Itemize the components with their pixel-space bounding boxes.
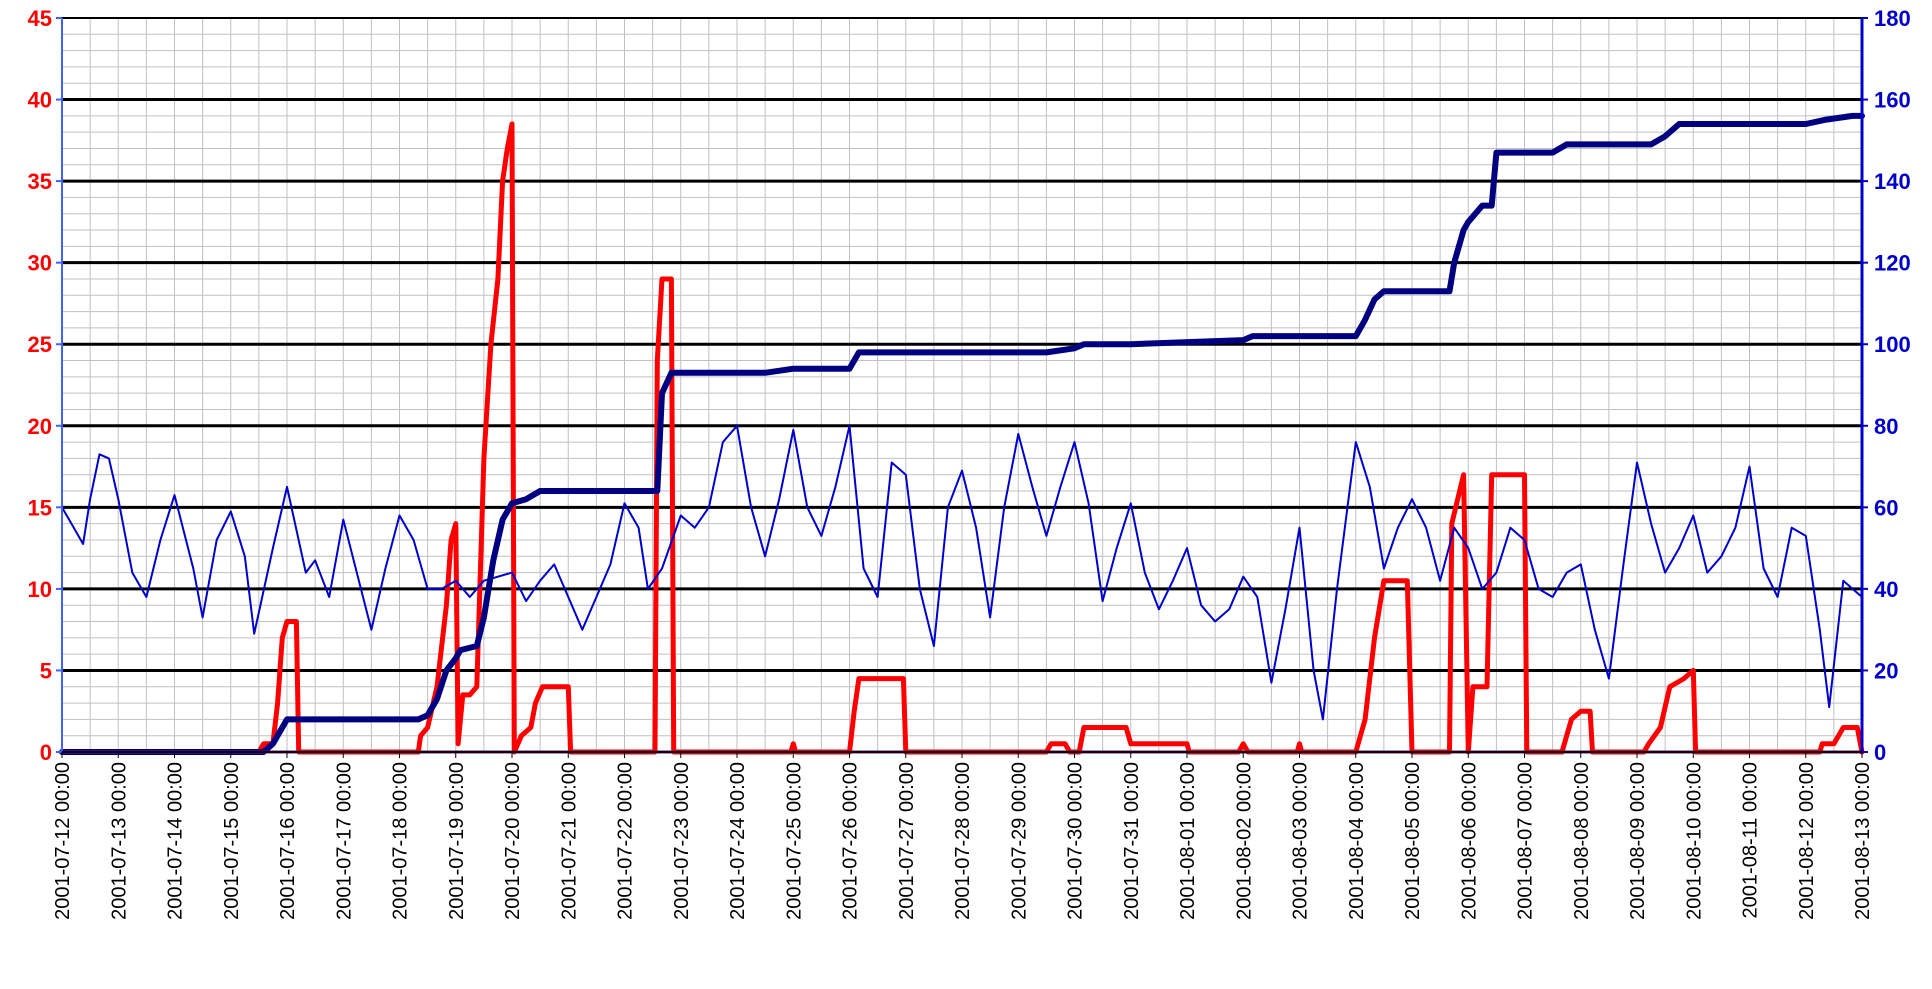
left-axis-tick-label: 40 [28,88,52,113]
x-axis-tick-label: 2001-08-12 00:00 [1796,762,1818,920]
x-axis-tick-label: 2001-07-17 00:00 [333,762,355,920]
x-axis-tick-label: 2001-08-10 00:00 [1683,762,1705,920]
x-axis-tick-label: 2001-07-19 00:00 [446,762,468,920]
left-axis-tick-label: 25 [28,332,52,357]
x-axis-tick-label: 2001-07-13 00:00 [108,762,130,920]
right-axis-tick-labels: 0 20 40 60 80 100 120 140 160 180 [1862,6,1911,765]
right-axis-tick-label: 40 [1874,577,1898,602]
x-axis-tick-label: 2001-08-08 00:00 [1571,762,1593,920]
x-axis-tick-label: 2001-08-11 00:00 [1740,762,1762,918]
series-line-2 [61,424,1863,721]
right-axis-tick-label: 120 [1874,251,1911,276]
series-line-3 [59,112,1865,755]
x-axis-tick-label: 2001-07-31 00:00 [1121,762,1143,920]
right-axis-tick-label: 140 [1874,169,1911,194]
right-axis-tick-label: 100 [1874,332,1911,357]
left-axis-tick-label: 35 [28,169,52,194]
left-axis-tick-label: 15 [28,495,52,520]
right-axis-tick-label: 60 [1874,495,1898,520]
left-axis-tick-label: 30 [28,251,52,276]
x-axis-tick-label: 2001-07-21 00:00 [558,762,580,920]
left-axis-tick-label: 0 [40,740,52,765]
left-axis-tick-label: 20 [28,414,52,439]
major-gridlines [62,98,1862,672]
x-axis-tick-label: 2001-07-23 00:00 [671,762,693,920]
x-axis-tick-label: 2001-07-30 00:00 [1065,762,1087,920]
x-axis-tick-label: 2001-07-28 00:00 [952,762,974,920]
x-axis-tick-label: 2001-07-20 00:00 [502,762,524,920]
x-axis-tick-label: 2001-08-03 00:00 [1290,762,1312,920]
x-axis-tick-labels: 2001-07-12 00:00 2001-07-13 00:00 2001-07-… [52,752,1874,920]
right-axis-tick-label: 20 [1874,658,1898,683]
right-axis-tick-label: 180 [1874,6,1911,31]
x-axis-tick-label: 2001-07-25 00:00 [783,762,805,920]
right-axis-tick-label: 80 [1874,414,1898,439]
x-axis-tick-label: 2001-07-18 00:00 [390,762,412,920]
x-axis-tick-label: 2001-08-07 00:00 [1515,762,1537,920]
left-axis-tick-label: 5 [40,658,52,683]
x-axis-tick-label: 2001-07-22 00:00 [615,762,637,920]
x-axis-tick-label: 2001-07-27 00:00 [896,762,918,920]
x-axis-tick-label: 2001-07-15 00:00 [221,762,243,920]
x-axis-tick-label: 2001-08-06 00:00 [1458,762,1480,920]
x-axis-tick-label: 2001-08-01 00:00 [1177,762,1199,920]
left-axis-tick-label: 45 [28,6,52,31]
right-axis-tick-label: 160 [1874,88,1911,113]
x-axis-tick-label: 2001-08-04 00:00 [1346,762,1368,920]
left-axis-tick-labels: 0 5 10 15 20 25 30 35 40 45 [28,6,62,765]
x-axis-tick-label: 2001-07-24 00:00 [727,762,749,920]
x-axis-tick-label: 2001-07-14 00:00 [165,762,187,920]
x-axis-tick-label: 2001-07-16 00:00 [277,762,299,920]
right-axis-tick-label: 0 [1874,740,1886,765]
x-axis-tick-label: 2001-08-09 00:00 [1627,762,1649,920]
left-axis-tick-label: 10 [28,577,52,602]
x-axis-tick-label: 2001-08-02 00:00 [1233,762,1255,920]
series-line-1 [59,121,1865,755]
x-axis-tick-label: 2001-07-26 00:00 [840,762,862,920]
x-axis-tick-label: 2001-07-12 00:00 [52,762,74,920]
x-axis-tick-label: 2001-08-05 00:00 [1402,762,1424,920]
x-axis-tick-label: 2001-08-13 00:00 [1852,762,1874,920]
x-axis-tick-label: 2001-07-29 00:00 [1008,762,1030,920]
